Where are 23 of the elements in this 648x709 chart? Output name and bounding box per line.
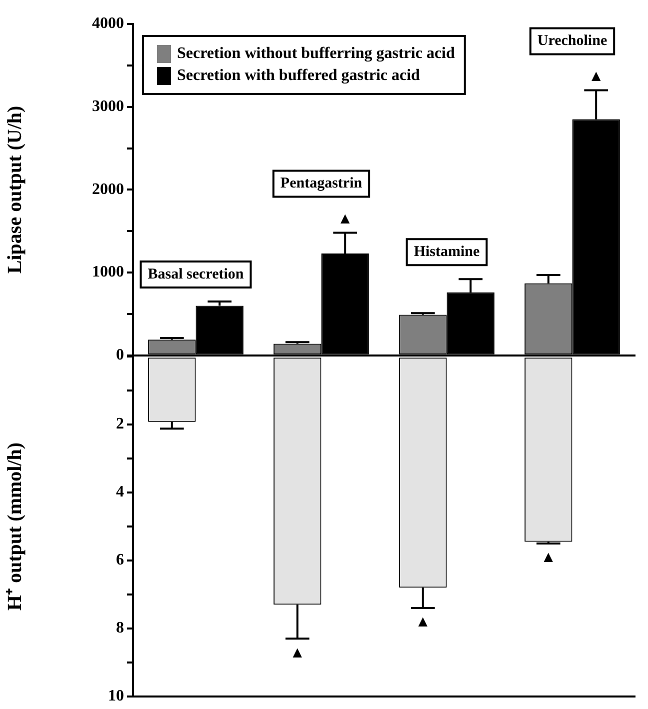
annotation: ▲ bbox=[292, 644, 303, 659]
annotation: ▲ bbox=[544, 550, 554, 564]
x-tick-label: Basal secretion bbox=[148, 266, 244, 282]
x-tick-label: Urecholine bbox=[537, 33, 608, 50]
y-tick-label: 4 bbox=[116, 484, 124, 501]
y-tick-label: 8 bbox=[116, 620, 124, 637]
y-tick-label: 3000 bbox=[92, 98, 124, 115]
y-tick-label: 10 bbox=[108, 688, 124, 705]
annotation: ▲ bbox=[591, 68, 602, 82]
y-tick-label: 2000 bbox=[92, 180, 124, 198]
legend-label: Secretion with buffered gastric acid bbox=[177, 67, 420, 84]
y-tick-label: 1000 bbox=[92, 264, 124, 281]
y-axis-title: H⁺ output (mmol/h) bbox=[4, 442, 26, 611]
x-tick-label: Histamine bbox=[414, 244, 480, 260]
annotation: ▲ bbox=[418, 614, 428, 628]
y-tick-label: 6 bbox=[116, 552, 124, 569]
y-axis-title: Lipase output (U/h) bbox=[4, 106, 26, 274]
y-tick-label: 0 bbox=[116, 346, 124, 364]
x-tick-label: Pentagastrin bbox=[280, 176, 363, 192]
y-tick-label: 2 bbox=[116, 416, 124, 433]
legend-label: Secretion without bufferring gastric acid bbox=[177, 45, 455, 62]
y-tick-label: 4000 bbox=[92, 15, 124, 32]
annotation: ▲ bbox=[340, 210, 350, 225]
